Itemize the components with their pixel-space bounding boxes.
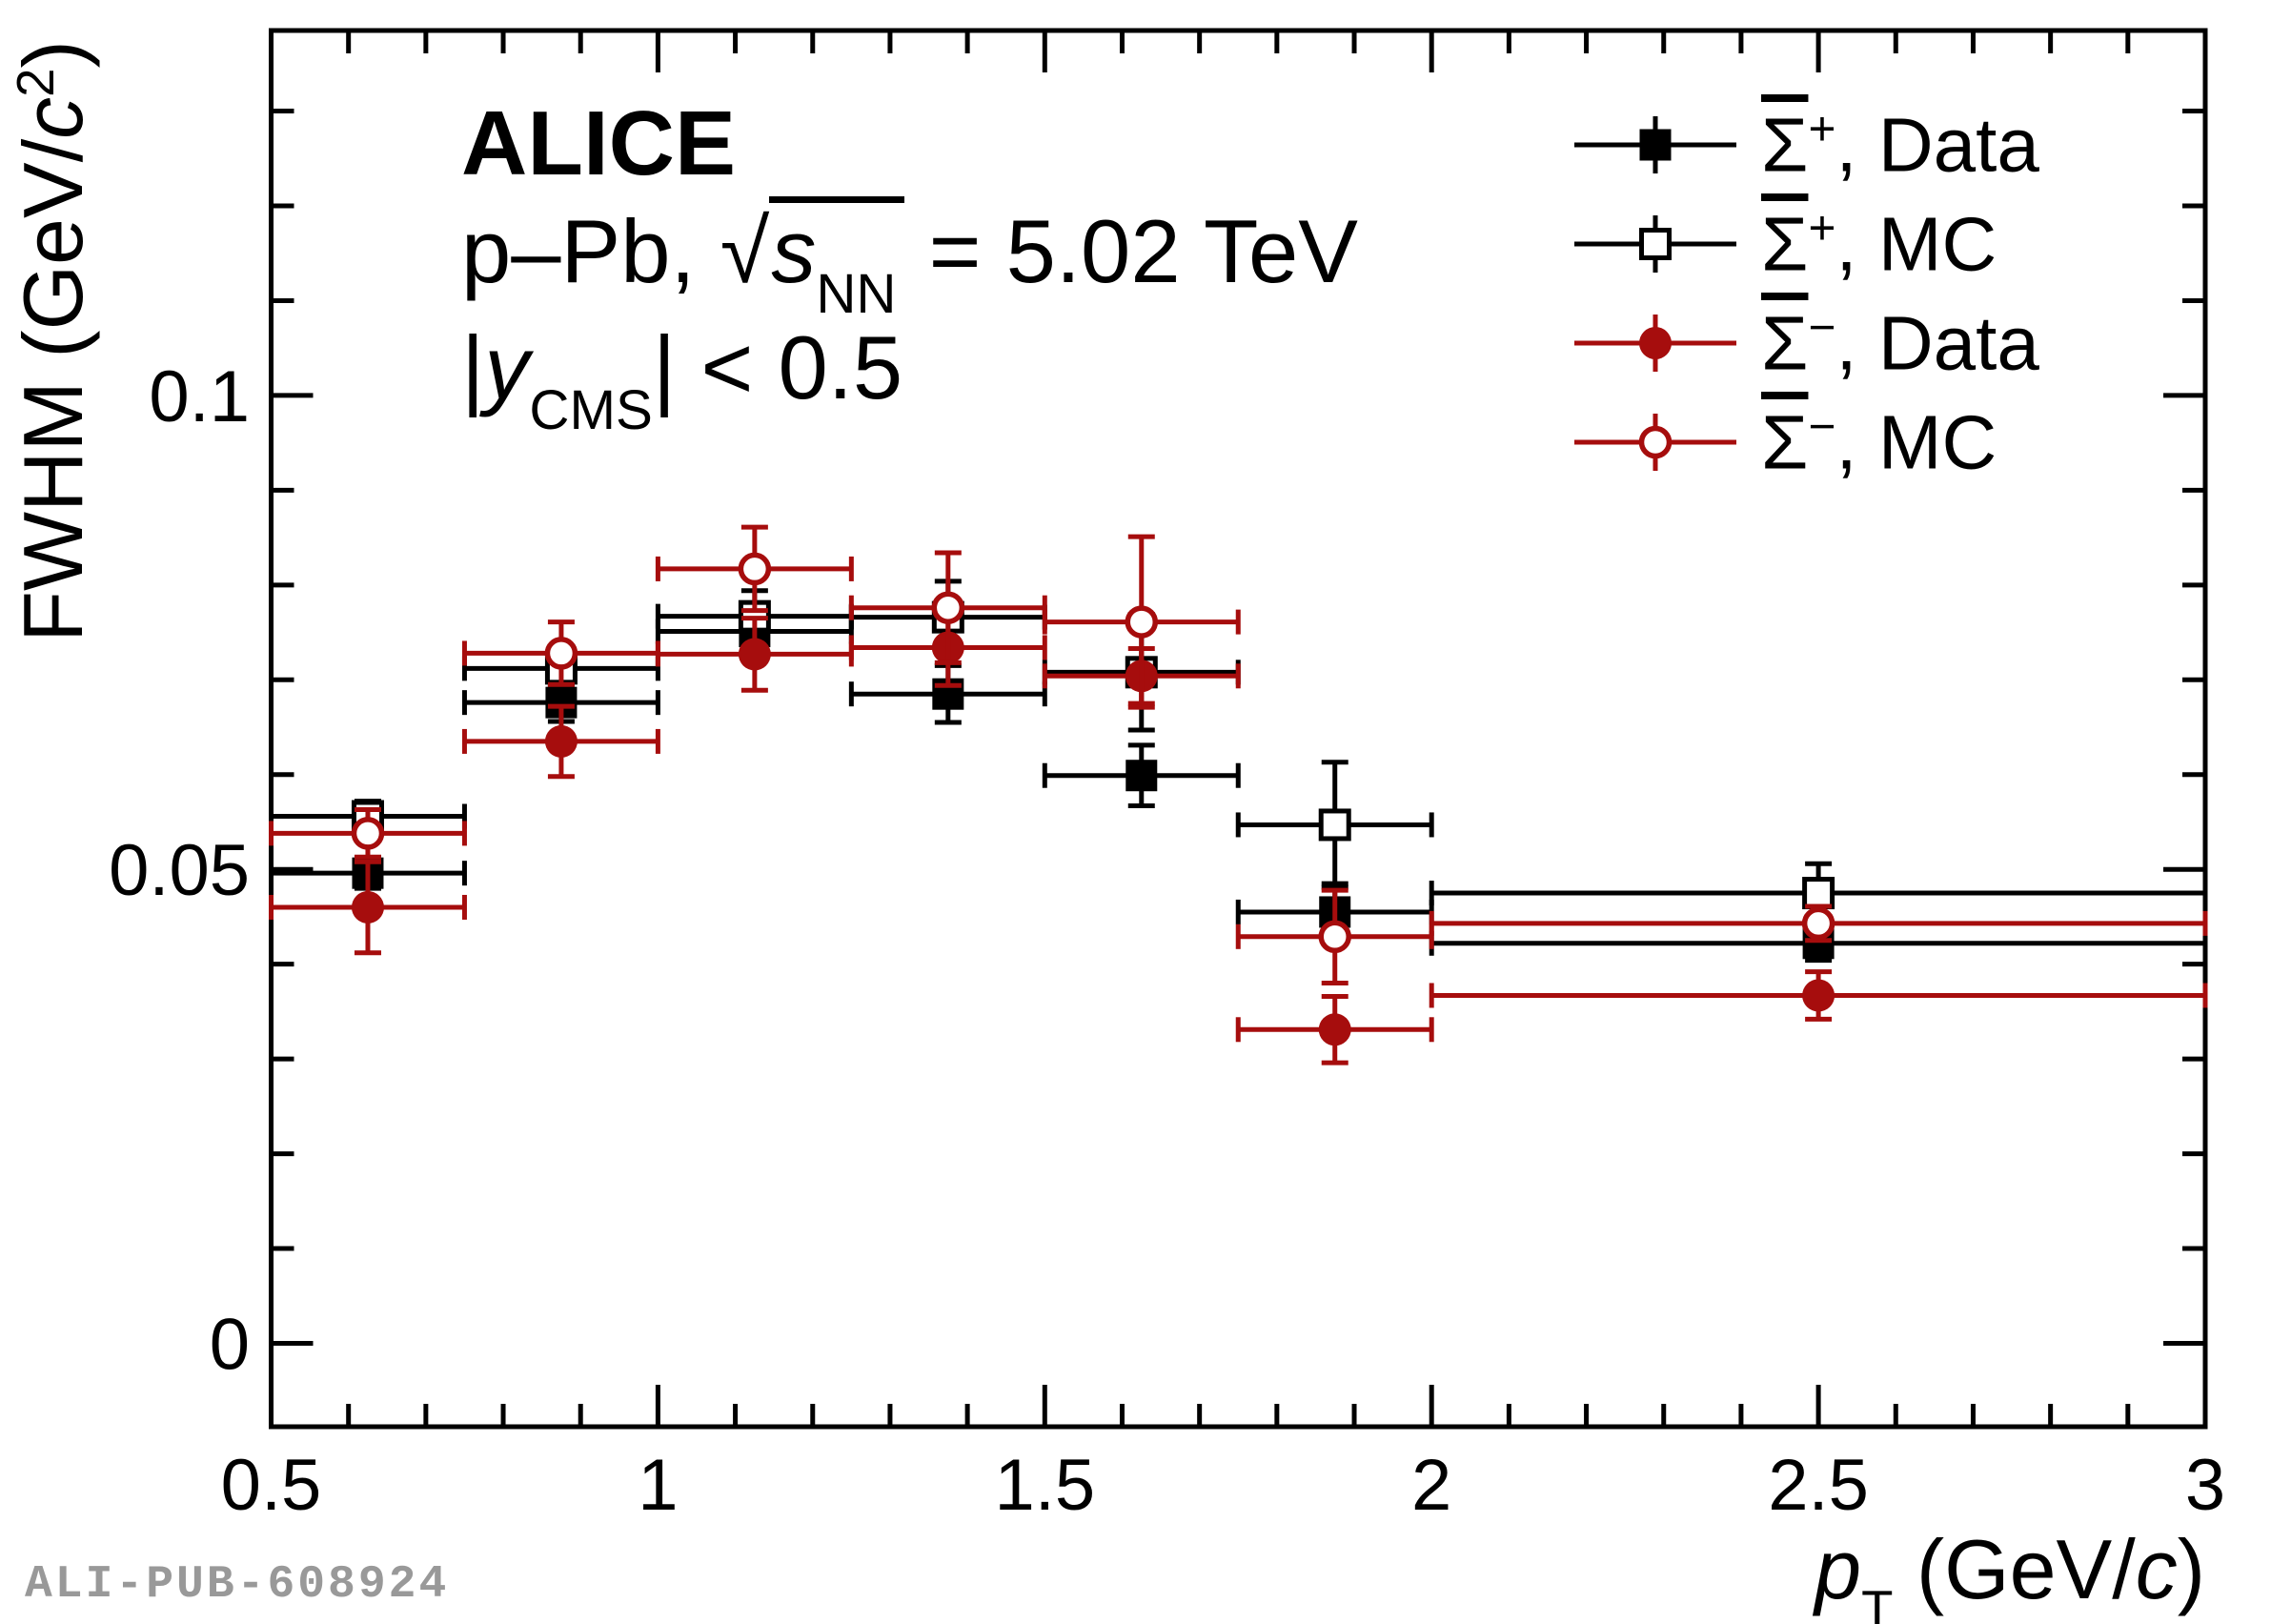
legend-marker-sample — [1574, 116, 1736, 173]
marker-circle-filled — [1318, 1013, 1351, 1046]
series-3 — [269, 524, 2208, 986]
legend: Σ+, Data Σ+, MC Σ−, Data Σ−, MC — [1574, 95, 2039, 492]
y-tick-label: 0.05 — [109, 830, 250, 911]
tick-labels: 0.5 1 1.5 2 2.5 3 0 0.05 0.1 — [109, 356, 2225, 1526]
marker-circle-open — [738, 552, 772, 586]
legend-row-1: Σ+, MC — [1574, 194, 2039, 294]
marker-circle-open — [1638, 425, 1673, 459]
legend-row-0: Σ+, Data — [1574, 95, 2039, 194]
legend-marker-sample — [1574, 315, 1736, 372]
marker-circle-filled — [738, 638, 771, 671]
marker-circle-filled — [1639, 327, 1672, 359]
marker-circle-filled — [351, 890, 384, 924]
marker-square-open — [1318, 808, 1351, 842]
x-tick-label: 0.5 — [221, 1445, 322, 1526]
marker-circle-open — [544, 637, 578, 670]
legend-marker-sample — [1574, 215, 1736, 273]
x-tick-label: 2 — [1411, 1445, 1451, 1526]
legend-row-2: Σ−, Data — [1574, 294, 2039, 393]
x-tick-label: 2.5 — [1768, 1445, 1869, 1526]
marker-square-filled — [1639, 129, 1672, 161]
annotation-alice: ALICE — [461, 92, 736, 194]
marker-square-open — [1639, 228, 1672, 260]
series-3-markers — [351, 552, 1835, 954]
legend-row-3: Σ−, MC — [1574, 393, 2039, 492]
sqrt-argument: sNN — [769, 196, 904, 323]
marker-circle-open — [1125, 605, 1159, 639]
y-axis-title: FWHM (GeV/c2) — [6, 40, 100, 642]
y-tick-label: 0 — [210, 1304, 250, 1385]
marker-square-open — [1802, 877, 1835, 910]
plot-frame — [269, 28, 2208, 1430]
marker-circle-open — [351, 817, 385, 850]
marker-circle-filled — [1802, 979, 1835, 1012]
marker-square-filled — [1125, 760, 1158, 792]
legend-label-3: Σ−, MC — [1761, 398, 1997, 485]
legend-label-2: Σ−, Data — [1761, 299, 2039, 386]
series-2-markers — [351, 631, 1835, 1046]
marker-circle-open — [1318, 920, 1351, 954]
marker-circle-filled — [544, 724, 578, 758]
y-tick-label: 0.1 — [149, 356, 250, 437]
annotation-rapidity-cut: |yCMS| < 0.5 — [461, 317, 903, 442]
x-axis-title: pT (GeV/c) — [1815, 1522, 2205, 1624]
marker-circle-open — [1801, 906, 1835, 941]
x-tick-label: 3 — [2185, 1445, 2225, 1526]
marker-circle-open — [931, 591, 965, 624]
legend-label-1: Σ+, MC — [1761, 200, 1997, 287]
watermark-label: ALI-PUB-608924 — [25, 1559, 450, 1611]
x-tick-label: 1 — [638, 1445, 678, 1526]
x-tick-label: 1.5 — [994, 1445, 1095, 1526]
legend-marker-sample — [1574, 414, 1736, 471]
legend-label-0: Σ+, Data — [1761, 101, 2039, 188]
annotation-system: p–Pb, √sNN = 5.02 TeV — [461, 196, 1358, 323]
